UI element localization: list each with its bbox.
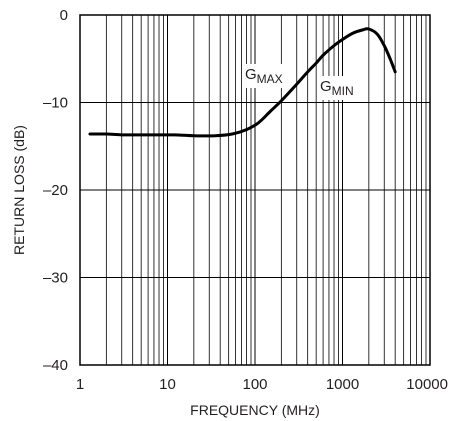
annotation-gmin-sub: MIN (332, 84, 354, 98)
x-tick-label: 10000 (406, 376, 448, 393)
y-tick-label: 0 (60, 7, 68, 24)
y-tick-label: –30 (43, 270, 68, 287)
annotation-gmin-text: GMIN (320, 78, 354, 98)
annotation-gmin: GMIN (318, 76, 362, 100)
series-group (88, 27, 397, 138)
x-tick-label: 1 (76, 376, 84, 393)
y-tick-labels: 0 –10 –20 –30 –40 (43, 7, 68, 374)
y-tick-label: –10 (43, 95, 68, 112)
y-tick-label: –40 (43, 357, 68, 374)
x-tick-labels: 1 10 100 1000 10000 (76, 376, 448, 393)
return-loss-series-line (88, 27, 397, 138)
plot-frame (79, 14, 431, 366)
x-tick-label: 100 (242, 376, 267, 393)
annotation-gmax-background (243, 64, 290, 88)
x-axis-label: FREQUENCY (MHz) (190, 402, 320, 418)
x-tick-label: 1000 (326, 376, 359, 393)
y-axis-label: RETURN LOSS (dB) (11, 125, 27, 255)
annotation-gmax: GMAX (243, 64, 290, 88)
y-tick-label: –20 (43, 182, 68, 199)
annotation-gmin-background (318, 76, 362, 100)
annotation-gmax-text: GMAX (245, 66, 283, 86)
annotation-gmin-main: G (320, 78, 332, 95)
annotation-gmax-main: G (245, 66, 257, 83)
annotation-gmax-sub: MAX (257, 72, 283, 86)
x-tick-label: 10 (159, 376, 176, 393)
